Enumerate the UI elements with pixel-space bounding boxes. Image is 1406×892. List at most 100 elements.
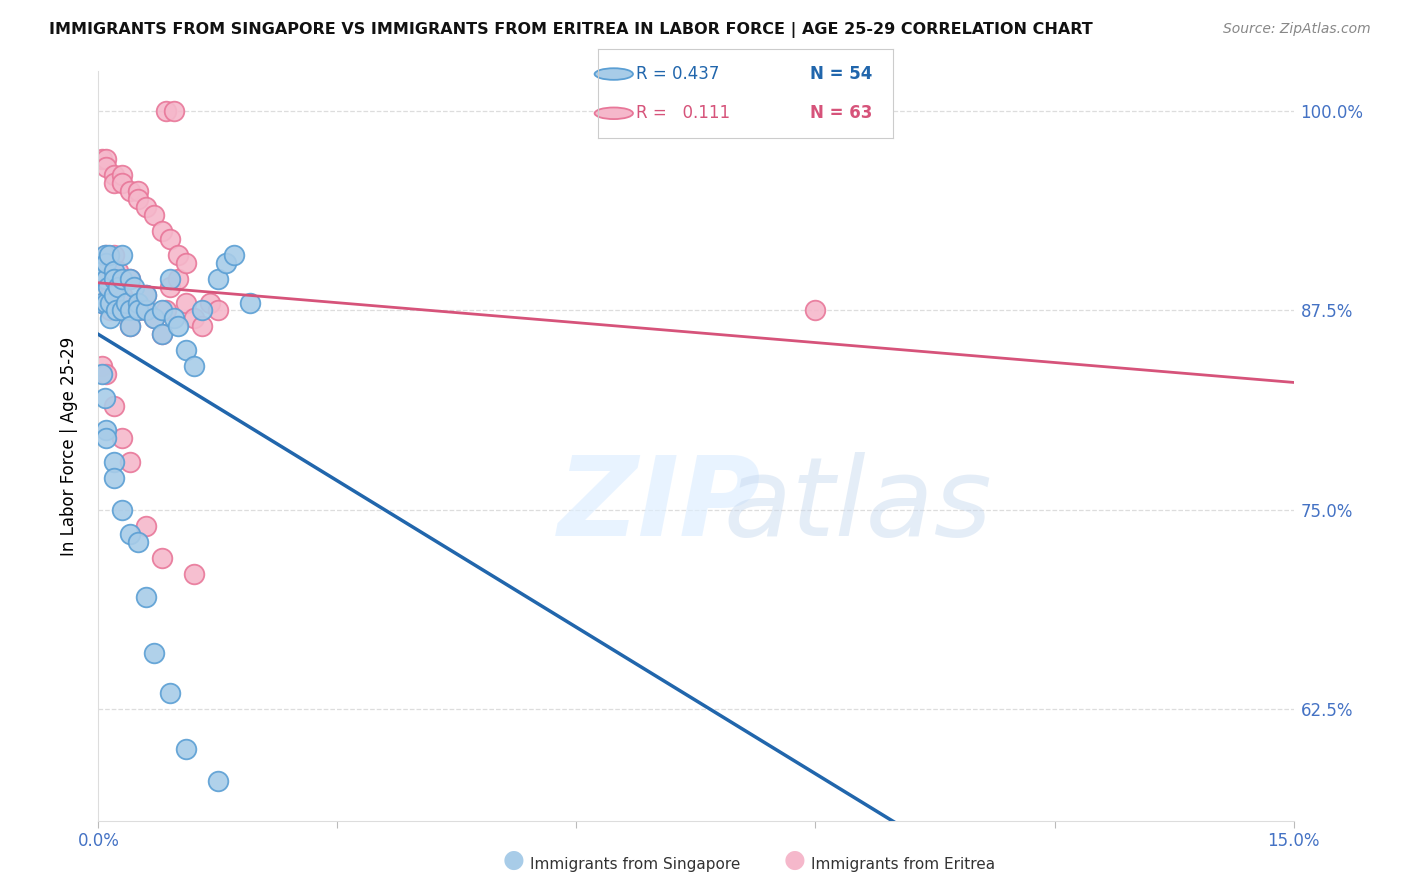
- Point: [111, 248, 134, 262]
- Point: [120, 455, 142, 469]
- Point: [207, 271, 229, 285]
- Point: [143, 646, 166, 660]
- Point: [111, 168, 134, 182]
- Point: [174, 742, 197, 756]
- Point: [159, 232, 181, 246]
- Point: [191, 303, 214, 318]
- Point: [111, 176, 134, 190]
- Point: [111, 502, 134, 516]
- Point: [150, 327, 173, 342]
- Point: [107, 279, 129, 293]
- Point: [159, 271, 181, 285]
- Point: [127, 192, 149, 206]
- Point: [97, 248, 120, 262]
- Point: [97, 263, 120, 277]
- Point: [96, 248, 118, 262]
- Point: [96, 255, 118, 269]
- Point: [120, 303, 142, 318]
- Point: [103, 248, 125, 262]
- Point: [96, 431, 118, 445]
- Point: [174, 255, 197, 269]
- Point: [91, 295, 114, 310]
- Point: [107, 263, 129, 277]
- Point: [135, 287, 157, 301]
- Point: [103, 271, 125, 285]
- Point: [104, 303, 127, 318]
- Point: [103, 455, 125, 469]
- Point: [96, 295, 118, 310]
- Point: [103, 263, 125, 277]
- Text: R = 0.437: R = 0.437: [636, 65, 720, 83]
- Point: [183, 566, 205, 581]
- Point: [120, 271, 142, 285]
- Point: [96, 271, 118, 285]
- Point: [174, 295, 197, 310]
- Text: Immigrants from Singapore: Immigrants from Singapore: [530, 857, 741, 872]
- Point: [120, 184, 142, 198]
- Point: [183, 359, 205, 374]
- Point: [96, 160, 118, 174]
- Point: [97, 279, 120, 293]
- Point: [91, 263, 114, 277]
- Point: [104, 303, 127, 318]
- Point: [98, 295, 122, 310]
- Point: [207, 303, 229, 318]
- Point: [127, 303, 149, 318]
- Point: [96, 423, 118, 437]
- Point: [111, 431, 134, 445]
- Point: [120, 319, 142, 334]
- Point: [103, 471, 125, 485]
- Point: [198, 295, 221, 310]
- Y-axis label: In Labor Force | Age 25-29: In Labor Force | Age 25-29: [59, 336, 77, 556]
- Point: [98, 287, 122, 301]
- Point: [103, 287, 125, 301]
- Point: [143, 311, 166, 326]
- Point: [135, 200, 157, 214]
- Point: [120, 303, 142, 318]
- Point: [103, 176, 125, 190]
- Point: [150, 224, 173, 238]
- Point: [159, 279, 181, 293]
- Point: [91, 271, 114, 285]
- Text: R =   0.111: R = 0.111: [636, 104, 730, 122]
- Point: [98, 311, 122, 326]
- Point: [155, 104, 177, 119]
- Point: [215, 255, 238, 269]
- Point: [96, 368, 118, 382]
- Point: [120, 526, 142, 541]
- Point: [96, 271, 118, 285]
- Point: [98, 303, 122, 318]
- Point: [163, 104, 186, 119]
- Point: [163, 311, 186, 326]
- Point: [111, 271, 134, 285]
- Point: [207, 773, 229, 788]
- Point: [127, 295, 149, 310]
- Point: [191, 319, 214, 334]
- Text: IMMIGRANTS FROM SINGAPORE VS IMMIGRANTS FROM ERITREA IN LABOR FORCE | AGE 25-29 : IMMIGRANTS FROM SINGAPORE VS IMMIGRANTS …: [49, 22, 1092, 38]
- Point: [143, 311, 166, 326]
- Point: [167, 319, 190, 334]
- Point: [135, 303, 157, 318]
- Point: [135, 287, 157, 301]
- Point: [111, 287, 134, 301]
- Point: [91, 359, 114, 374]
- Point: [155, 303, 177, 318]
- Point: [111, 271, 134, 285]
- Point: [127, 295, 149, 310]
- Point: [167, 248, 190, 262]
- Point: [111, 303, 134, 318]
- Point: [96, 152, 118, 166]
- Point: [150, 550, 173, 565]
- Point: [124, 279, 146, 293]
- Point: [143, 208, 166, 222]
- Point: [103, 168, 125, 182]
- Point: [135, 303, 157, 318]
- Point: [94, 248, 117, 262]
- Point: [115, 295, 138, 310]
- Point: [239, 295, 262, 310]
- Point: [94, 391, 117, 405]
- Text: ●: ●: [502, 848, 524, 872]
- Circle shape: [595, 69, 633, 80]
- Point: [150, 327, 173, 342]
- Point: [91, 295, 114, 310]
